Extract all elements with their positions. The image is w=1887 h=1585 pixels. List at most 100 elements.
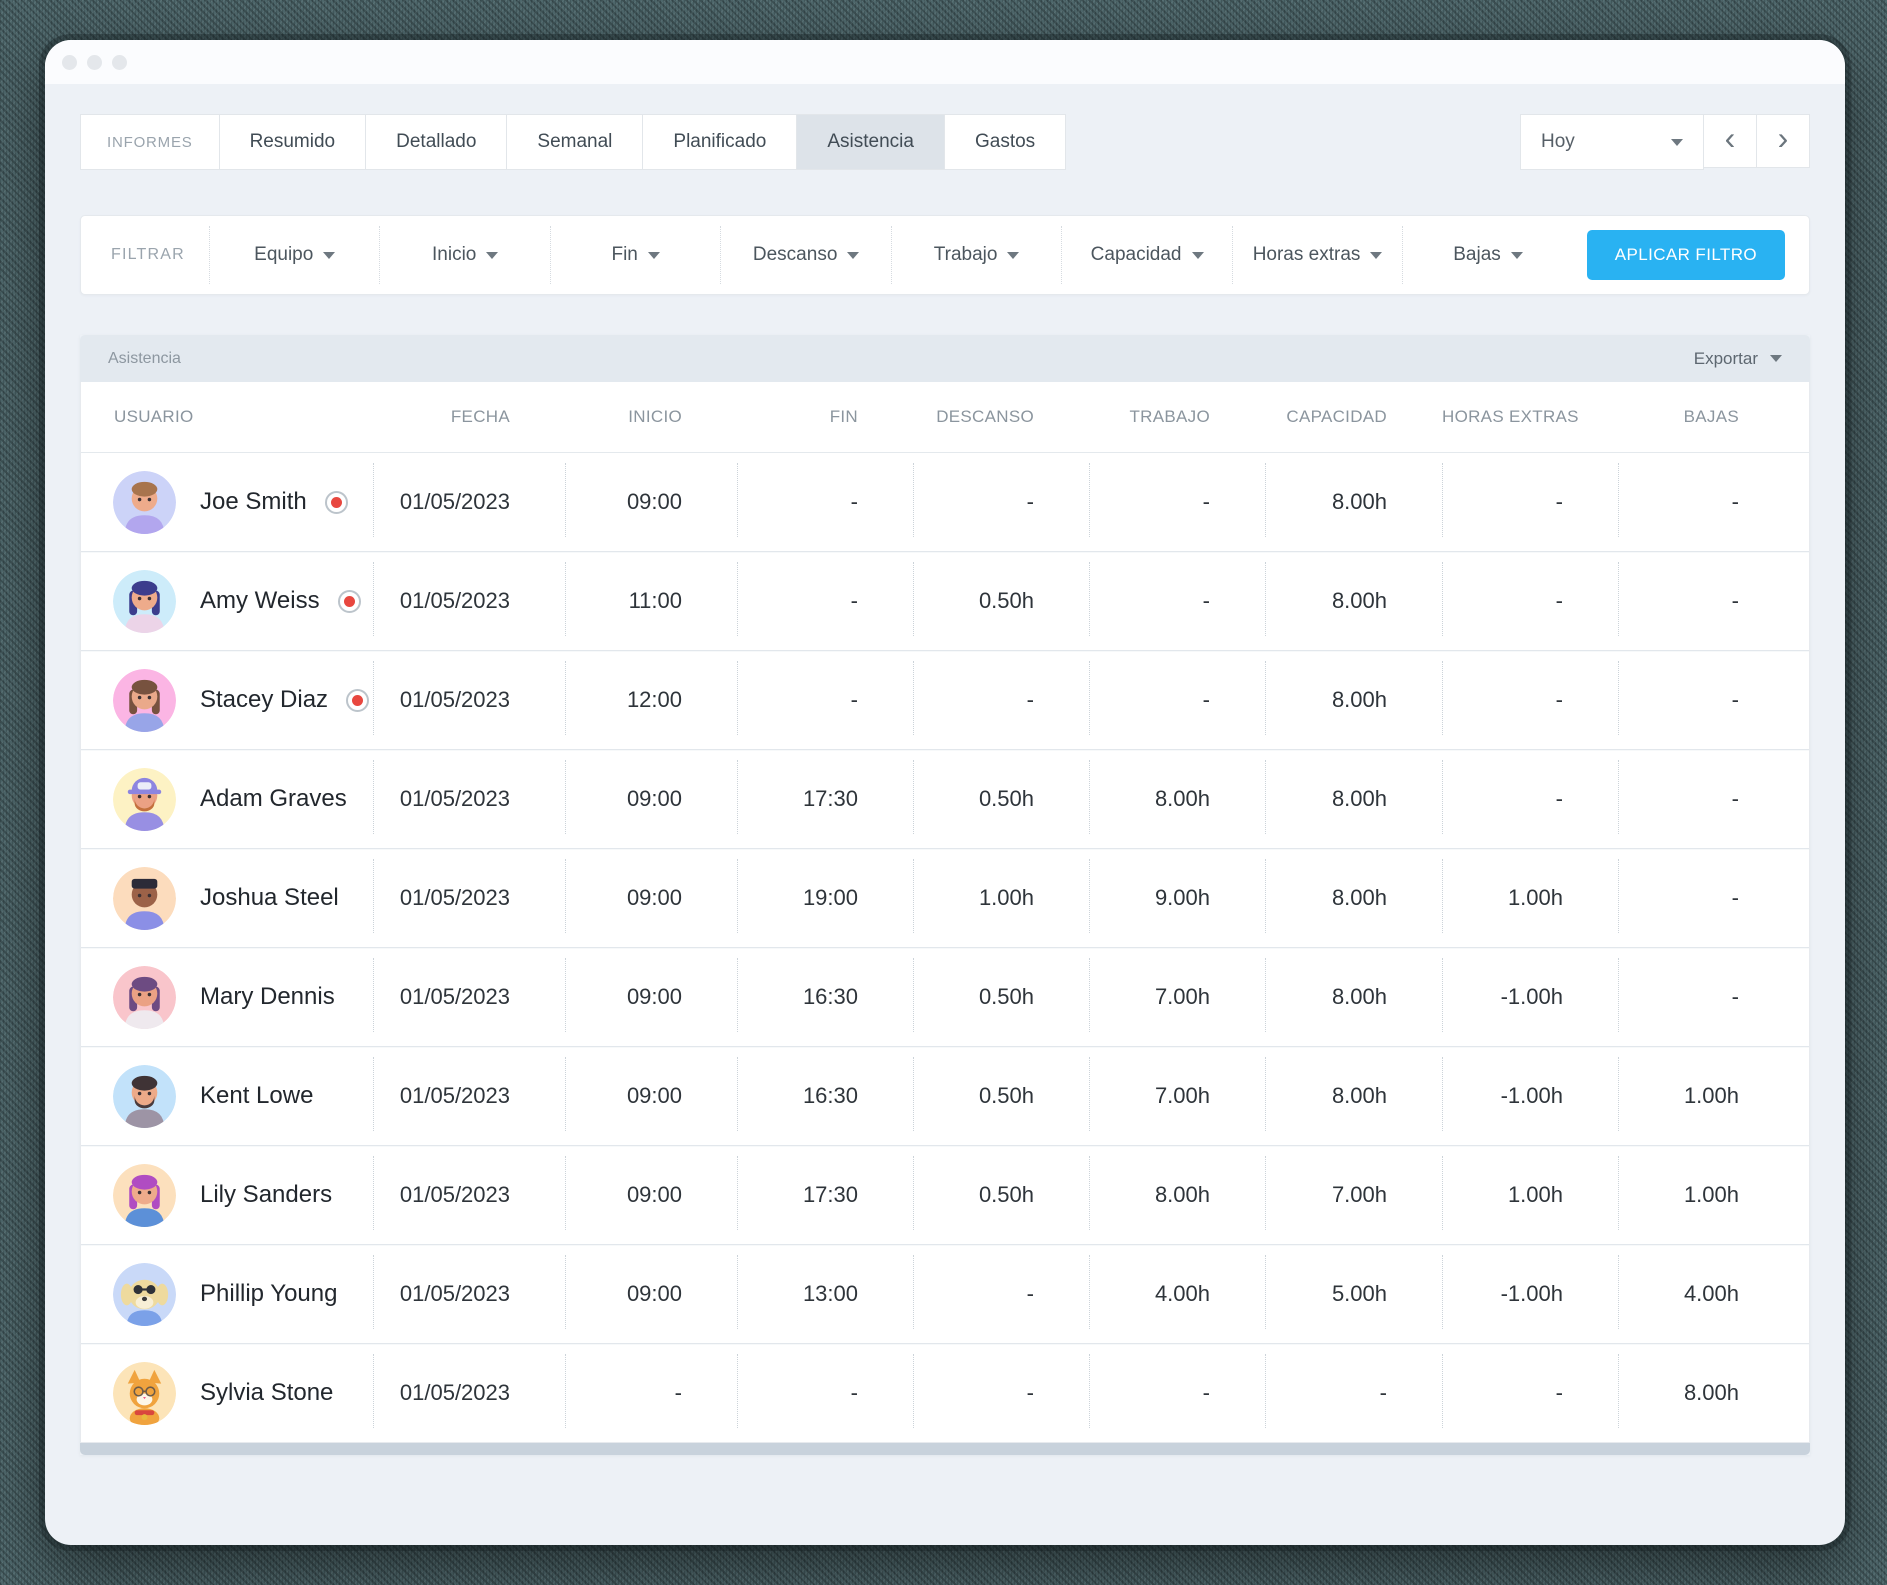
- user-avatar: [113, 1262, 176, 1326]
- user-avatar: [113, 470, 176, 534]
- period-select[interactable]: Hoy: [1520, 114, 1704, 170]
- cell-horas-extras: -1.00h: [1442, 1047, 1618, 1145]
- window-control-dot[interactable]: [62, 54, 77, 70]
- caret-down-icon: [1510, 251, 1523, 259]
- period-prev-button[interactable]: ‹: [1703, 114, 1757, 168]
- cell-inicio: 09:00: [565, 948, 737, 1046]
- filter-equipo[interactable]: Equipo: [209, 226, 379, 284]
- filter-label: Descanso: [752, 244, 838, 265]
- user-cell: Amy Weiss: [81, 552, 373, 650]
- cell-bajas: 8.00h: [1618, 1344, 1809, 1442]
- tab-semanal[interactable]: Semanal: [506, 114, 644, 170]
- filter-label: Trabajo: [933, 244, 998, 265]
- filter-fin[interactable]: Fin: [549, 226, 720, 284]
- cell-fin: 16:30: [737, 1047, 913, 1145]
- attendance-table: USUARIO FECHA INICIO FIN DESCANSO TRABAJO CAPA…: [80, 382, 1810, 1443]
- cell-fin: -: [737, 552, 913, 650]
- cell-capacidad: -: [1265, 1344, 1442, 1442]
- cell-fecha: 01/05/2023: [373, 651, 565, 749]
- table-row[interactable]: Stacey Diaz 01/05/2023 12:00- - -8.00h - -: [81, 650, 1809, 749]
- caret-down-icon: [1370, 251, 1383, 259]
- user-cell: Phillip Young: [81, 1245, 373, 1343]
- user-name: Joe Smith: [200, 488, 307, 515]
- table-row[interactable]: Adam Graves 01/05/2023 09:00 17:30 0.50h 8.00…: [81, 749, 1809, 848]
- tab-gastos[interactable]: Gastos: [943, 114, 1067, 170]
- user-cell: Adam Graves: [81, 750, 373, 848]
- filter-inicio[interactable]: Inicio: [379, 226, 549, 284]
- user-name: Adam Graves: [200, 785, 347, 812]
- user-name: Stacey Diaz: [200, 686, 329, 713]
- column-header-usuario: USUARIO: [114, 407, 194, 426]
- cell-horas-extras: 1.00h: [1442, 849, 1618, 947]
- filter-label: Horas extras: [1252, 244, 1361, 265]
- cell-horas-extras: -: [1442, 1344, 1618, 1442]
- tab-detallado[interactable]: Detallado: [365, 114, 508, 170]
- filter-descanso[interactable]: Descanso: [720, 226, 890, 284]
- period-controls: Hoy ‹ ›: [1520, 114, 1810, 170]
- cell-bajas: -: [1618, 948, 1809, 1046]
- cell-inicio: 09:00: [565, 750, 737, 848]
- cell-fecha: 01/05/2023: [373, 1146, 565, 1244]
- cell-fin: 16:30: [737, 948, 913, 1046]
- cell-horas-extras: 1.00h: [1442, 1146, 1618, 1244]
- filter-horas-extras[interactable]: Horas extras: [1231, 226, 1402, 284]
- export-button[interactable]: Exportar: [1694, 349, 1782, 369]
- caret-down-icon: [647, 251, 660, 259]
- user-cell: Joshua Steel: [81, 849, 373, 947]
- cell-capacidad: 8.00h: [1265, 750, 1442, 848]
- user-avatar: [113, 668, 176, 732]
- caret-down-icon: [486, 251, 499, 259]
- cell-bajas: -: [1618, 552, 1809, 650]
- table-row[interactable]: Joshua Steel 01/05/2023 09:00 19:00 1.00h 9.0…: [81, 848, 1809, 947]
- window-control-dot[interactable]: [112, 54, 127, 70]
- cell-capacidad: 8.00h: [1265, 948, 1442, 1046]
- cell-fin: 19:00: [737, 849, 913, 947]
- cell-inicio: 11:00: [565, 552, 737, 650]
- cell-descanso: 0.50h: [913, 948, 1089, 1046]
- cell-bajas: 1.00h: [1618, 1047, 1809, 1145]
- table-row[interactable]: Joe Smith 01/05/2023 09:00- - -8.00h - -: [81, 453, 1809, 551]
- table-row[interactable]: Mary Dennis 01/05/2023 09:00 16:30 0.50h 7.00…: [81, 947, 1809, 1046]
- cell-fecha: 01/05/2023: [373, 453, 565, 551]
- user-avatar: [113, 965, 176, 1029]
- table-row[interactable]: Sylvia Stone 01/05/2023- - - - - -8.00h: [81, 1343, 1809, 1442]
- cell-horas-extras: -: [1442, 750, 1618, 848]
- filter-trabajo[interactable]: Trabajo: [890, 226, 1061, 284]
- user-avatar: [113, 1163, 176, 1227]
- app-window: INFORMES Resumido Detallado Semanal Planifi…: [45, 40, 1845, 1545]
- top-bar: INFORMES Resumido Detallado Semanal Planifi…: [80, 114, 1810, 170]
- chevron-left-icon: ‹: [1724, 120, 1736, 156]
- user-name: Sylvia Stone: [200, 1379, 334, 1406]
- period-select-value: Hoy: [1541, 131, 1575, 152]
- cell-inicio: 09:00: [565, 453, 737, 551]
- cell-horas-extras: -: [1442, 453, 1618, 551]
- table-row[interactable]: Phillip Young 01/05/2023 09:00 13:00-4.00h 5…: [81, 1244, 1809, 1343]
- window-titlebar: [45, 40, 1845, 84]
- window-control-dot[interactable]: [87, 54, 102, 70]
- filter-capacidad[interactable]: Capacidad: [1061, 226, 1231, 284]
- tab-resumido[interactable]: Resumido: [218, 114, 367, 170]
- cell-inicio: 09:00: [565, 1047, 737, 1145]
- filter-bajas[interactable]: Bajas: [1402, 226, 1572, 284]
- attendance-card-header: Asistencia Exportar: [80, 335, 1810, 382]
- apply-filter-button[interactable]: APLICAR FILTRO: [1586, 230, 1785, 280]
- period-next-button[interactable]: ›: [1756, 114, 1810, 168]
- filter-bar-label: FILTRAR: [111, 246, 185, 263]
- cell-bajas: 1.00h: [1618, 1146, 1809, 1244]
- cell-capacidad: 8.00h: [1265, 552, 1442, 650]
- tab-asistencia[interactable]: Asistencia: [796, 114, 945, 170]
- filter-label: Fin: [611, 244, 638, 265]
- table-row[interactable]: Lily Sanders 01/05/2023 09:00 17:30 0.50h 8.0…: [81, 1145, 1809, 1244]
- tab-planificado[interactable]: Planificado: [642, 114, 798, 170]
- table-row[interactable]: Kent Lowe 01/05/2023 09:00 16:30 0.50h 7.00h 8…: [81, 1046, 1809, 1145]
- caret-down-icon: [323, 251, 336, 259]
- cell-fin: -: [737, 651, 913, 749]
- user-name: Mary Dennis: [200, 983, 335, 1010]
- user-cell: Mary Dennis: [81, 948, 373, 1046]
- filter-label: Inicio: [432, 244, 477, 265]
- column-header-trabajo: TRABAJO: [1129, 407, 1210, 426]
- user-cell: Joe Smith: [81, 453, 373, 551]
- table-row[interactable]: Amy Weiss 01/05/2023 11:00-0.50h -8.00h - -: [81, 551, 1809, 650]
- cell-descanso: 0.50h: [913, 1047, 1089, 1145]
